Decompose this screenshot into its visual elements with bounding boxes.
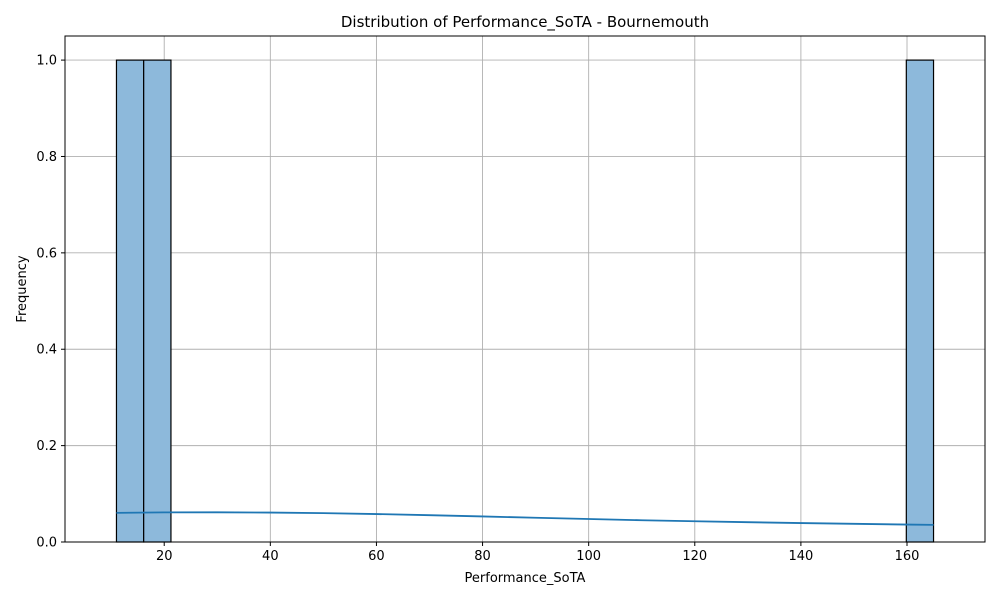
x-tick-label: 120 [682,549,707,564]
histogram-bar [115,59,145,543]
tick-labels: 20 40 60 80 100 120 140 160 0.0 0.2 0.4 0.6 0.8 1.0 [36,54,919,564]
x-tick-label: 160 [895,549,920,564]
kde-curve [116,511,934,526]
axes-frame [64,35,986,543]
x-tick-label: 20 [156,549,173,564]
x-axis-title: Performance_SoTA [465,571,586,586]
axes [61,35,986,546]
x-tick-label: 100 [576,549,601,564]
histogram-bar [905,59,935,543]
x-tick-label: 140 [788,549,813,564]
histogram-bars [115,59,935,543]
y-axis-title: Frequency [15,255,30,322]
x-tick-label: 60 [368,549,385,564]
y-tick-label: 0.4 [36,343,57,358]
y-tick-label: 0.0 [36,536,57,551]
x-tick-label: 40 [262,549,279,564]
histogram-bar [143,59,172,543]
y-tick-label: 0.8 [36,150,57,165]
y-tick-label: 0.2 [36,439,57,454]
y-tick-label: 0.6 [36,246,57,261]
x-tick-label: 80 [474,549,491,564]
chart-title: Distribution of Performance_SoTA - Bourn… [341,13,709,32]
y-tick-label: 1.0 [36,54,57,69]
